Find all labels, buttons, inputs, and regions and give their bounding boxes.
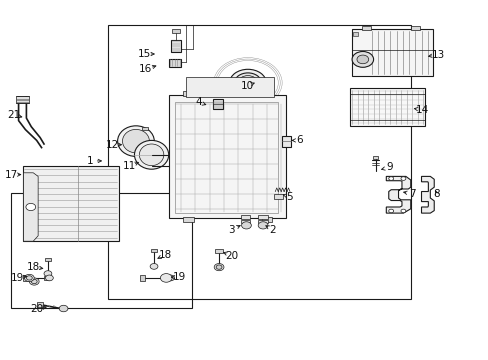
Text: 11: 11 <box>122 161 136 171</box>
Circle shape <box>160 274 172 282</box>
Ellipse shape <box>229 69 265 96</box>
Text: 13: 13 <box>430 50 444 60</box>
Ellipse shape <box>234 73 261 93</box>
Text: 19: 19 <box>172 272 186 282</box>
Bar <box>168 95 285 218</box>
Circle shape <box>26 276 32 280</box>
Bar <box>282 136 290 147</box>
Text: 21: 21 <box>7 110 20 120</box>
Circle shape <box>26 203 36 211</box>
Bar <box>349 88 425 126</box>
Circle shape <box>356 55 368 64</box>
Text: 20: 20 <box>225 251 238 261</box>
Bar <box>168 59 181 67</box>
Circle shape <box>44 271 52 276</box>
Bar <box>351 29 432 76</box>
Text: 20: 20 <box>30 304 43 314</box>
Bar <box>45 258 51 261</box>
Text: 7: 7 <box>408 189 415 199</box>
Polygon shape <box>386 176 410 213</box>
Bar <box>185 77 273 97</box>
Bar <box>16 96 29 103</box>
Bar <box>142 127 147 130</box>
Bar <box>140 275 145 281</box>
Bar <box>175 102 277 213</box>
Text: 5: 5 <box>285 192 292 202</box>
Circle shape <box>400 177 405 180</box>
Bar <box>257 220 268 223</box>
Polygon shape <box>421 176 433 213</box>
Circle shape <box>400 209 405 213</box>
Text: 14: 14 <box>414 105 428 115</box>
Text: 10: 10 <box>241 81 253 91</box>
Circle shape <box>45 275 53 281</box>
Text: 1: 1 <box>86 156 93 166</box>
Bar <box>241 215 249 219</box>
Circle shape <box>24 274 34 282</box>
Ellipse shape <box>238 76 257 90</box>
Bar <box>183 217 194 222</box>
Bar <box>11 193 191 308</box>
Text: 16: 16 <box>139 64 152 74</box>
Ellipse shape <box>122 130 149 153</box>
Bar <box>352 32 357 36</box>
Text: 18: 18 <box>158 250 172 260</box>
Text: 18: 18 <box>26 262 40 272</box>
Text: 9: 9 <box>385 162 392 172</box>
Circle shape <box>166 275 174 281</box>
Bar <box>257 215 268 219</box>
Bar <box>23 275 28 281</box>
Bar <box>44 276 49 280</box>
Bar <box>274 194 283 199</box>
Bar <box>151 249 157 252</box>
Text: 6: 6 <box>295 135 302 145</box>
Bar <box>212 99 223 109</box>
Bar <box>410 26 419 30</box>
Text: 4: 4 <box>195 97 202 107</box>
Text: 17: 17 <box>5 170 19 180</box>
Ellipse shape <box>139 144 163 166</box>
Text: 15: 15 <box>137 49 151 59</box>
Circle shape <box>258 222 267 229</box>
Text: 3: 3 <box>228 225 235 235</box>
Bar <box>261 91 272 96</box>
Circle shape <box>59 305 68 312</box>
Bar <box>23 166 119 241</box>
Bar <box>37 302 42 307</box>
Bar <box>372 156 378 159</box>
Circle shape <box>351 51 373 67</box>
Bar <box>361 26 370 30</box>
Bar <box>261 217 272 222</box>
Bar <box>171 40 181 52</box>
Circle shape <box>388 177 393 180</box>
Text: 8: 8 <box>432 189 439 199</box>
Bar <box>165 276 170 280</box>
Circle shape <box>241 222 251 229</box>
Text: 2: 2 <box>269 225 276 235</box>
Circle shape <box>216 265 222 269</box>
Bar <box>172 29 180 33</box>
Polygon shape <box>23 173 38 241</box>
Circle shape <box>214 264 224 271</box>
Ellipse shape <box>118 126 154 156</box>
Text: 19: 19 <box>10 273 24 283</box>
Ellipse shape <box>134 140 168 169</box>
Circle shape <box>388 209 393 213</box>
Text: 12: 12 <box>105 140 119 150</box>
Circle shape <box>29 278 39 285</box>
Circle shape <box>31 279 37 284</box>
Bar <box>183 91 194 96</box>
Bar <box>241 220 249 223</box>
Bar <box>107 25 410 299</box>
Bar <box>215 249 223 253</box>
Circle shape <box>150 264 158 269</box>
